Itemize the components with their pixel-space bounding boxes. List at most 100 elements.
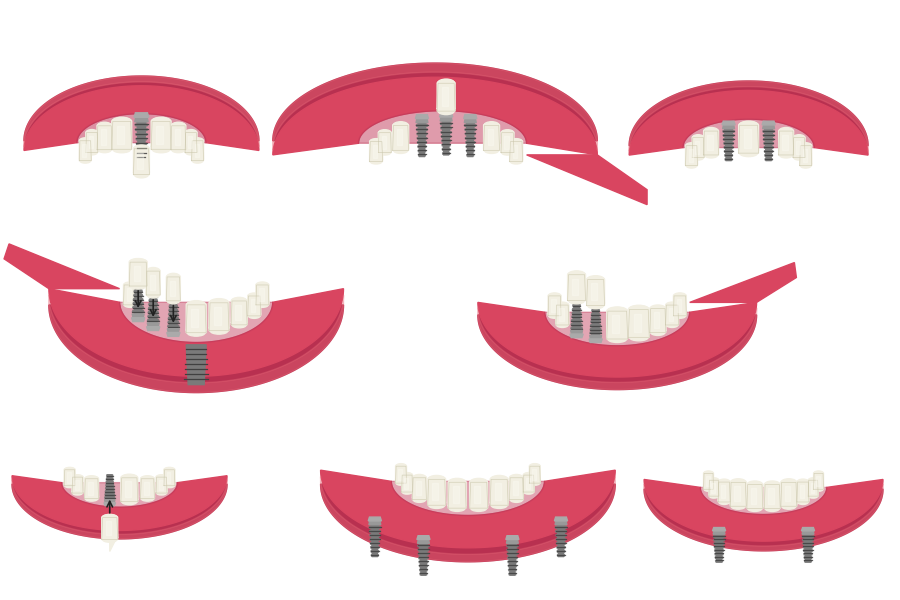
Polygon shape	[67, 472, 71, 482]
Polygon shape	[104, 539, 116, 551]
Polygon shape	[368, 517, 382, 521]
Polygon shape	[168, 313, 178, 315]
Ellipse shape	[141, 496, 154, 501]
Polygon shape	[793, 136, 805, 156]
Polygon shape	[149, 275, 155, 290]
Polygon shape	[138, 157, 146, 159]
Polygon shape	[814, 472, 824, 488]
Polygon shape	[707, 134, 713, 150]
Polygon shape	[491, 479, 508, 505]
Polygon shape	[175, 130, 180, 145]
Polygon shape	[370, 139, 382, 160]
Ellipse shape	[524, 490, 534, 494]
Polygon shape	[673, 296, 687, 316]
Polygon shape	[765, 158, 772, 160]
Polygon shape	[501, 130, 514, 151]
Polygon shape	[724, 146, 733, 148]
Polygon shape	[571, 331, 582, 334]
Polygon shape	[723, 125, 734, 129]
Polygon shape	[751, 488, 756, 503]
Polygon shape	[513, 145, 518, 158]
Polygon shape	[769, 488, 774, 503]
Polygon shape	[147, 326, 160, 331]
Polygon shape	[61, 482, 177, 507]
Polygon shape	[133, 298, 143, 300]
Polygon shape	[171, 126, 185, 149]
Polygon shape	[572, 320, 581, 321]
Polygon shape	[548, 296, 561, 316]
Ellipse shape	[167, 298, 180, 304]
Polygon shape	[715, 550, 724, 551]
Polygon shape	[417, 536, 430, 539]
Ellipse shape	[651, 305, 665, 312]
Polygon shape	[743, 130, 751, 148]
Polygon shape	[136, 139, 147, 140]
Polygon shape	[186, 345, 206, 385]
Ellipse shape	[112, 117, 131, 125]
Ellipse shape	[704, 487, 713, 491]
Ellipse shape	[232, 322, 247, 328]
Ellipse shape	[172, 147, 185, 152]
Polygon shape	[256, 285, 269, 305]
Ellipse shape	[141, 476, 154, 482]
Ellipse shape	[484, 122, 500, 129]
Ellipse shape	[800, 143, 812, 149]
Polygon shape	[101, 130, 106, 145]
Polygon shape	[235, 305, 240, 320]
Polygon shape	[134, 266, 140, 281]
Polygon shape	[723, 135, 734, 136]
Ellipse shape	[164, 467, 175, 472]
Polygon shape	[764, 146, 773, 148]
Ellipse shape	[448, 478, 465, 486]
Polygon shape	[711, 482, 715, 493]
Polygon shape	[371, 525, 379, 557]
Polygon shape	[747, 482, 763, 507]
Polygon shape	[418, 553, 428, 555]
Polygon shape	[764, 143, 773, 144]
Ellipse shape	[393, 147, 408, 154]
Polygon shape	[628, 306, 649, 335]
Polygon shape	[417, 133, 428, 135]
Polygon shape	[571, 327, 582, 329]
Polygon shape	[803, 543, 814, 544]
Ellipse shape	[370, 159, 382, 164]
Ellipse shape	[814, 487, 823, 491]
Ellipse shape	[568, 271, 585, 278]
Polygon shape	[373, 145, 377, 158]
Ellipse shape	[704, 471, 713, 476]
Polygon shape	[483, 125, 500, 151]
Ellipse shape	[779, 152, 793, 158]
Polygon shape	[721, 485, 725, 498]
Ellipse shape	[122, 499, 137, 505]
Ellipse shape	[193, 158, 203, 163]
Polygon shape	[136, 134, 148, 135]
Polygon shape	[644, 479, 883, 541]
Polygon shape	[796, 140, 800, 154]
Ellipse shape	[79, 138, 91, 144]
Polygon shape	[248, 294, 261, 314]
Polygon shape	[704, 472, 714, 488]
Polygon shape	[392, 122, 409, 149]
Polygon shape	[399, 469, 402, 480]
Polygon shape	[797, 480, 809, 501]
Ellipse shape	[705, 152, 718, 158]
Polygon shape	[186, 301, 206, 331]
Polygon shape	[209, 299, 229, 329]
Polygon shape	[507, 539, 518, 544]
Polygon shape	[251, 299, 256, 312]
Polygon shape	[715, 553, 724, 555]
Polygon shape	[470, 482, 488, 508]
Polygon shape	[666, 303, 679, 323]
Polygon shape	[704, 473, 714, 489]
Polygon shape	[418, 539, 429, 544]
Ellipse shape	[718, 479, 730, 485]
Polygon shape	[764, 482, 780, 507]
Polygon shape	[156, 477, 167, 493]
Polygon shape	[85, 479, 99, 499]
Polygon shape	[151, 121, 171, 149]
Polygon shape	[478, 308, 757, 389]
Polygon shape	[803, 539, 814, 541]
Polygon shape	[778, 131, 794, 155]
Polygon shape	[12, 476, 227, 530]
Polygon shape	[592, 310, 599, 311]
